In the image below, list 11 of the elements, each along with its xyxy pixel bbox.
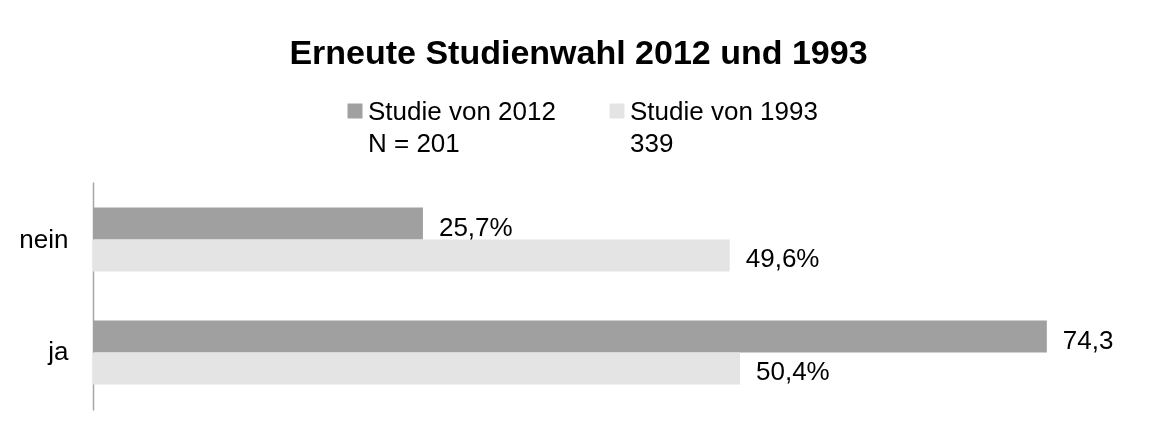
chart-title: Erneute Studienwahl 2012 und 1993	[289, 33, 868, 71]
data-label: 49,6%	[745, 243, 820, 274]
legend-label: Studie von 1993 339	[630, 96, 818, 158]
data-label: 25,7%	[438, 211, 513, 242]
data-label: 74,3	[1062, 324, 1114, 355]
y-tick-label: nein	[19, 223, 69, 254]
legend-label: Studie von 2012 N = 201	[368, 96, 556, 158]
bar	[93, 239, 730, 272]
bar	[93, 352, 741, 385]
y-tick-label: ja	[47, 336, 70, 367]
data-label: 50,4%	[756, 356, 830, 387]
